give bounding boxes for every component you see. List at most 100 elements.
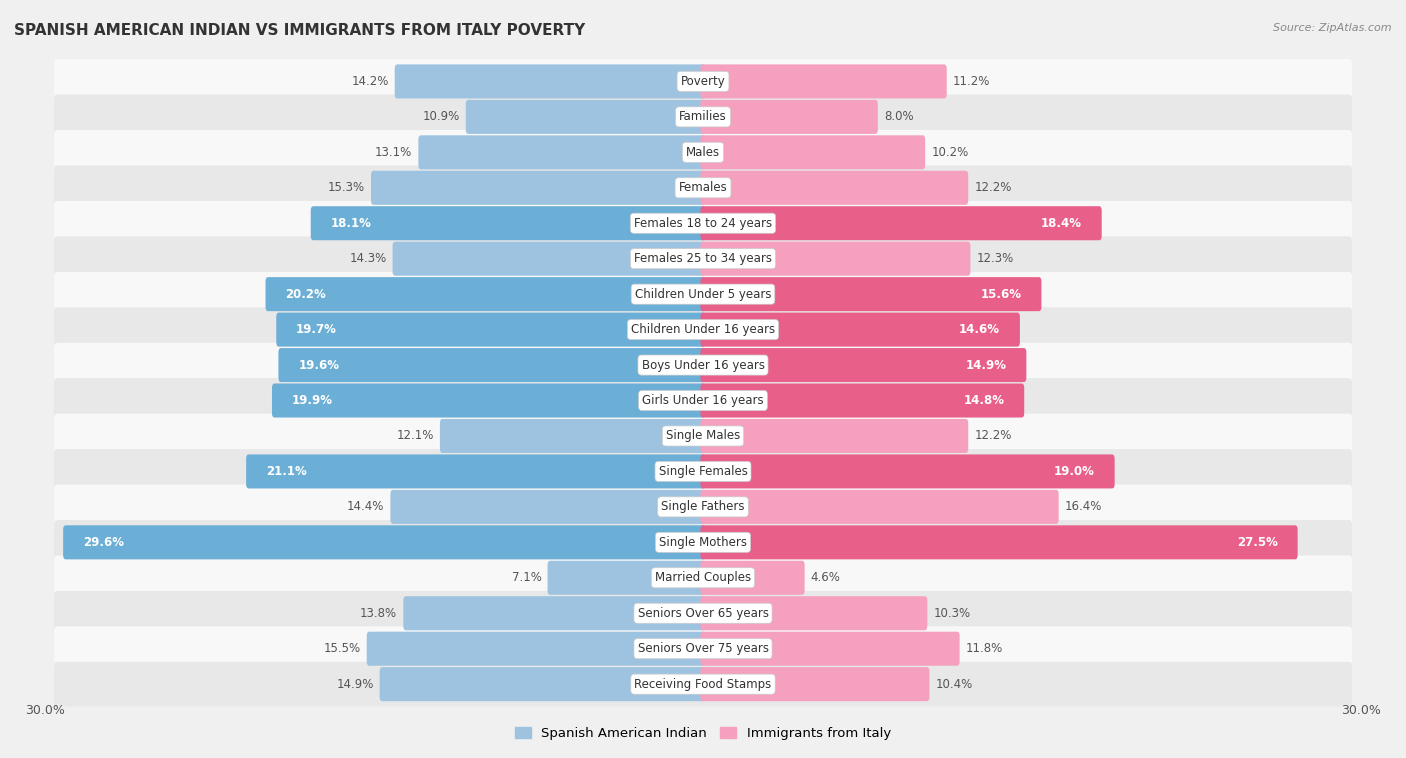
Text: 19.6%: 19.6% (298, 359, 339, 371)
Text: Single Fathers: Single Fathers (661, 500, 745, 513)
Text: 19.9%: 19.9% (292, 394, 333, 407)
Text: Families: Families (679, 111, 727, 124)
FancyBboxPatch shape (700, 561, 804, 595)
FancyBboxPatch shape (53, 556, 1353, 600)
Text: 19.0%: 19.0% (1054, 465, 1095, 478)
FancyBboxPatch shape (700, 525, 1298, 559)
Text: Poverty: Poverty (681, 75, 725, 88)
Text: Females 18 to 24 years: Females 18 to 24 years (634, 217, 772, 230)
Text: 7.1%: 7.1% (512, 572, 541, 584)
FancyBboxPatch shape (278, 348, 706, 382)
Text: Children Under 16 years: Children Under 16 years (631, 323, 775, 336)
FancyBboxPatch shape (465, 100, 706, 134)
FancyBboxPatch shape (700, 242, 970, 276)
Text: 10.3%: 10.3% (934, 606, 970, 620)
Text: Boys Under 16 years: Boys Under 16 years (641, 359, 765, 371)
FancyBboxPatch shape (246, 454, 706, 488)
FancyBboxPatch shape (547, 561, 706, 595)
Text: 30.0%: 30.0% (25, 704, 65, 717)
Text: Children Under 5 years: Children Under 5 years (634, 287, 772, 301)
Text: 12.2%: 12.2% (974, 430, 1012, 443)
FancyBboxPatch shape (700, 384, 1024, 418)
FancyBboxPatch shape (371, 171, 706, 205)
Text: 10.9%: 10.9% (422, 111, 460, 124)
Text: 12.1%: 12.1% (396, 430, 434, 443)
Text: 14.3%: 14.3% (349, 252, 387, 265)
FancyBboxPatch shape (53, 307, 1353, 352)
FancyBboxPatch shape (440, 419, 706, 453)
FancyBboxPatch shape (53, 378, 1353, 423)
FancyBboxPatch shape (380, 667, 706, 701)
FancyBboxPatch shape (53, 59, 1353, 104)
Text: 15.3%: 15.3% (328, 181, 366, 194)
FancyBboxPatch shape (700, 136, 925, 169)
FancyBboxPatch shape (395, 64, 706, 99)
FancyBboxPatch shape (700, 64, 946, 99)
Text: Single Females: Single Females (658, 465, 748, 478)
FancyBboxPatch shape (53, 236, 1353, 281)
FancyBboxPatch shape (700, 419, 969, 453)
FancyBboxPatch shape (53, 130, 1353, 174)
FancyBboxPatch shape (53, 343, 1353, 387)
Text: 18.1%: 18.1% (330, 217, 371, 230)
FancyBboxPatch shape (700, 490, 1059, 524)
FancyBboxPatch shape (700, 631, 960, 666)
Text: 12.2%: 12.2% (974, 181, 1012, 194)
Text: 8.0%: 8.0% (884, 111, 914, 124)
Text: 13.1%: 13.1% (375, 146, 412, 159)
Text: Females: Females (679, 181, 727, 194)
Text: 14.9%: 14.9% (336, 678, 374, 691)
Text: 14.8%: 14.8% (963, 394, 1004, 407)
Text: 30.0%: 30.0% (1341, 704, 1381, 717)
FancyBboxPatch shape (700, 454, 1115, 488)
Text: SPANISH AMERICAN INDIAN VS IMMIGRANTS FROM ITALY POVERTY: SPANISH AMERICAN INDIAN VS IMMIGRANTS FR… (14, 23, 585, 38)
Text: Seniors Over 65 years: Seniors Over 65 years (637, 606, 769, 620)
FancyBboxPatch shape (53, 414, 1353, 459)
FancyBboxPatch shape (311, 206, 706, 240)
Text: Single Mothers: Single Mothers (659, 536, 747, 549)
FancyBboxPatch shape (419, 136, 706, 169)
FancyBboxPatch shape (53, 272, 1353, 317)
Text: 14.6%: 14.6% (959, 323, 1000, 336)
Text: 4.6%: 4.6% (811, 572, 841, 584)
FancyBboxPatch shape (53, 662, 1353, 706)
FancyBboxPatch shape (404, 597, 706, 630)
Text: 11.8%: 11.8% (966, 642, 1002, 655)
FancyBboxPatch shape (277, 312, 706, 346)
Text: 27.5%: 27.5% (1237, 536, 1278, 549)
FancyBboxPatch shape (367, 631, 706, 666)
Text: Females 25 to 34 years: Females 25 to 34 years (634, 252, 772, 265)
Text: Males: Males (686, 146, 720, 159)
Text: Girls Under 16 years: Girls Under 16 years (643, 394, 763, 407)
Text: 14.9%: 14.9% (966, 359, 1007, 371)
Text: 10.4%: 10.4% (935, 678, 973, 691)
FancyBboxPatch shape (391, 490, 706, 524)
Legend: Spanish American Indian, Immigrants from Italy: Spanish American Indian, Immigrants from… (510, 722, 896, 745)
Text: 14.2%: 14.2% (352, 75, 388, 88)
FancyBboxPatch shape (63, 525, 706, 559)
Text: 29.6%: 29.6% (83, 536, 124, 549)
FancyBboxPatch shape (700, 206, 1102, 240)
FancyBboxPatch shape (700, 597, 928, 630)
FancyBboxPatch shape (700, 100, 877, 134)
FancyBboxPatch shape (53, 591, 1353, 635)
FancyBboxPatch shape (266, 277, 706, 312)
Text: 15.6%: 15.6% (980, 287, 1022, 301)
Text: 21.1%: 21.1% (266, 465, 307, 478)
Text: 19.7%: 19.7% (297, 323, 337, 336)
Text: 13.8%: 13.8% (360, 606, 398, 620)
FancyBboxPatch shape (53, 95, 1353, 139)
Text: Seniors Over 75 years: Seniors Over 75 years (637, 642, 769, 655)
FancyBboxPatch shape (53, 484, 1353, 529)
FancyBboxPatch shape (392, 242, 706, 276)
FancyBboxPatch shape (700, 277, 1042, 312)
FancyBboxPatch shape (53, 449, 1353, 493)
FancyBboxPatch shape (271, 384, 706, 418)
Text: 11.2%: 11.2% (953, 75, 990, 88)
FancyBboxPatch shape (700, 171, 969, 205)
FancyBboxPatch shape (53, 626, 1353, 671)
FancyBboxPatch shape (53, 165, 1353, 210)
FancyBboxPatch shape (53, 520, 1353, 565)
Text: Married Couples: Married Couples (655, 572, 751, 584)
Text: 10.2%: 10.2% (931, 146, 969, 159)
